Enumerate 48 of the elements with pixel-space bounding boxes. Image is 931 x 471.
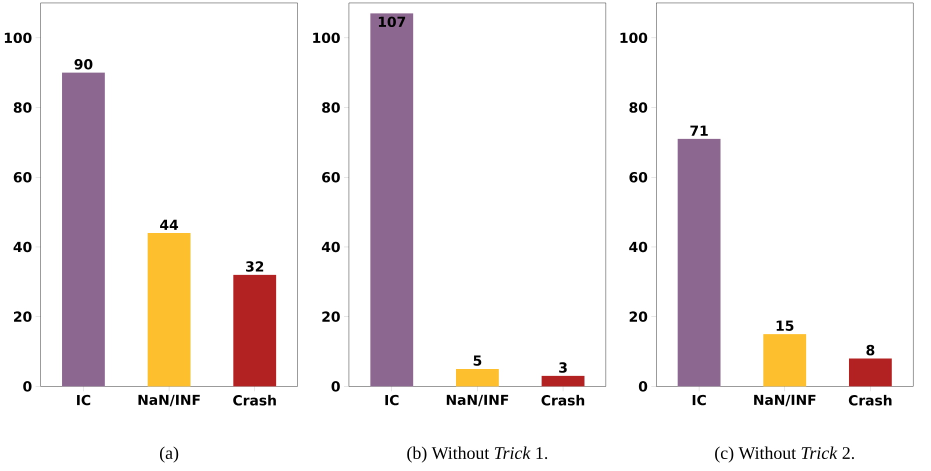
data-label: 107 <box>378 16 406 27</box>
x-tick-label: Crash <box>848 394 892 406</box>
text: (b) Without Trick 1. <box>407 446 548 462</box>
y-tick-label: 40 <box>14 242 32 252</box>
x-tick-label: IC <box>77 394 90 406</box>
x-tick-label: NaN/INF <box>138 394 200 406</box>
y-tick-label: 80 <box>14 102 32 113</box>
data-label: 5 <box>474 355 482 366</box>
bar <box>456 368 499 386</box>
y-tick-label: 80 <box>629 102 648 113</box>
x-tick-label: Crash <box>233 394 276 406</box>
y-tick-label: 0 <box>23 380 32 392</box>
bar <box>370 13 414 386</box>
y-tick-label: 60 <box>322 172 340 182</box>
bar <box>678 138 721 386</box>
y-tick-label: 40 <box>629 242 648 252</box>
y-tick-label: 100 <box>620 32 648 43</box>
bar <box>542 376 584 386</box>
y-tick-label: 100 <box>313 32 340 43</box>
y-tick-label: 60 <box>629 172 648 182</box>
data-label: 32 <box>246 261 264 272</box>
text: (a) <box>160 446 178 462</box>
bar <box>848 358 892 386</box>
text: (c) Without Trick 2. <box>715 446 854 462</box>
x-tick-label: Crash <box>542 394 584 406</box>
y-tick-label: 20 <box>630 311 648 322</box>
y-tick-label: 0 <box>332 380 340 392</box>
data-label: 44 <box>160 220 178 230</box>
y-tick-label: 80 <box>322 102 340 113</box>
data-label: 15 <box>776 320 794 331</box>
y-tick-label: 20 <box>322 311 340 322</box>
y-tick-label: 100 <box>4 32 32 43</box>
bar <box>148 232 190 386</box>
data-label: 90 <box>74 58 92 70</box>
x-tick-label: IC <box>692 394 706 406</box>
y-tick-label: 0 <box>638 380 648 392</box>
bar <box>763 334 806 386</box>
data-label: 3 <box>559 362 567 373</box>
x-tick-label: IC <box>385 394 399 406</box>
bar <box>62 72 105 386</box>
x-tick-label: NaN/INF <box>446 394 508 406</box>
data-label: 71 <box>690 125 708 136</box>
x-tick-label: NaN/INF <box>754 394 816 406</box>
bar <box>233 274 276 386</box>
y-tick-label: 40 <box>322 242 340 252</box>
y-tick-label: 20 <box>14 311 32 322</box>
data-label: 8 <box>866 344 874 356</box>
y-tick-label: 60 <box>14 172 32 182</box>
